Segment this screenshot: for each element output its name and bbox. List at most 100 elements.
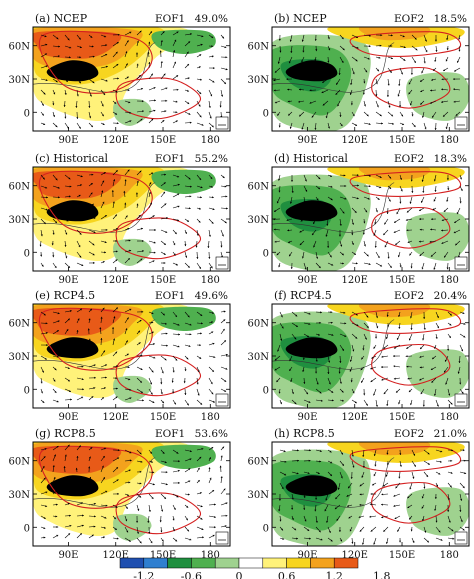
wind-vector-head bbox=[138, 214, 141, 217]
wind-vector-head bbox=[369, 515, 372, 518]
wind-vector-head bbox=[187, 315, 190, 318]
wind-vector-head bbox=[354, 210, 357, 213]
wind-vector-head bbox=[446, 267, 449, 270]
lon-tick-label: 150E bbox=[389, 135, 415, 146]
wind-vector-head bbox=[116, 537, 119, 540]
wind-vector-head bbox=[350, 380, 353, 383]
wind-vector-head bbox=[313, 222, 315, 224]
shading-region bbox=[151, 169, 216, 195]
wind-vector-head bbox=[139, 541, 142, 544]
wind-vector-head bbox=[164, 461, 167, 464]
wind-vector-head bbox=[139, 320, 142, 322]
wind-vector-head bbox=[367, 197, 370, 200]
wind-vector-head bbox=[161, 371, 164, 374]
wind-vector-head bbox=[116, 42, 119, 44]
wind-vector-head bbox=[461, 391, 464, 394]
wind-vector-head bbox=[362, 92, 365, 95]
wind-vector-head bbox=[151, 497, 154, 499]
wind-vector-head bbox=[154, 99, 156, 102]
panel-label: (c) Historical bbox=[35, 152, 109, 165]
wind-vector-head bbox=[117, 457, 120, 460]
wind-vector-head bbox=[137, 532, 139, 534]
wind-vector-head bbox=[415, 48, 418, 51]
wind-vector-head bbox=[128, 239, 131, 242]
wind-vector-head bbox=[88, 466, 91, 469]
wind-vector-head bbox=[46, 344, 48, 347]
wind-vector-head bbox=[129, 249, 132, 252]
wind-vector-head bbox=[79, 67, 82, 70]
wind-vector-head bbox=[381, 503, 383, 506]
colorbar-tick-label: 0 bbox=[236, 570, 243, 579]
wind-vector-head bbox=[389, 176, 392, 179]
wind-vector-head bbox=[402, 35, 405, 38]
lon-tick-label: 150E bbox=[150, 412, 176, 423]
wind-vector-head bbox=[381, 366, 383, 369]
wind-vector-head bbox=[395, 486, 398, 489]
wind-vector-head bbox=[381, 516, 384, 519]
wind-vector-head bbox=[76, 117, 79, 119]
shading-region bbox=[113, 375, 152, 403]
wind-vector-head bbox=[406, 210, 409, 213]
wind-vector-head bbox=[136, 521, 139, 523]
wind-vector-head bbox=[69, 56, 71, 59]
wind-vector-head bbox=[151, 370, 154, 373]
wind-vector-head bbox=[308, 323, 311, 325]
wind-vector-head bbox=[441, 78, 444, 81]
wind-vector-head bbox=[174, 39, 177, 42]
wind-vector-head bbox=[67, 444, 70, 447]
wind-vector-head bbox=[406, 229, 409, 232]
wind-vector-head bbox=[289, 39, 292, 42]
wind-vector-head bbox=[186, 518, 188, 521]
wind-vector-head bbox=[277, 61, 280, 64]
wind-vector-head bbox=[55, 80, 58, 83]
colorbar-swatch bbox=[310, 557, 335, 569]
wind-vector-head bbox=[359, 493, 362, 496]
reference-vector-box bbox=[454, 256, 468, 270]
wind-vector-head bbox=[355, 313, 358, 316]
wind-vector-head bbox=[405, 355, 408, 358]
wind-vector-head bbox=[334, 507, 337, 510]
wind-vector-head bbox=[331, 390, 334, 393]
wind-vector-head bbox=[457, 60, 459, 63]
wind-vector-head bbox=[377, 197, 380, 200]
wind-vector-head bbox=[278, 125, 281, 128]
wind-vector-head bbox=[288, 113, 291, 116]
wind-vector-head bbox=[79, 81, 81, 84]
wind-vector-head bbox=[79, 255, 82, 258]
wind-vector-head bbox=[376, 326, 379, 329]
wind-vector-head bbox=[433, 68, 436, 71]
wind-vector-head bbox=[201, 528, 204, 530]
wind-vector-head bbox=[199, 178, 202, 180]
wind-vector-head bbox=[64, 116, 67, 119]
wind-vector-head bbox=[187, 64, 189, 66]
wind-vector-head bbox=[116, 122, 119, 125]
wind-vector-head bbox=[309, 449, 311, 452]
wind-vector-head bbox=[419, 378, 422, 381]
eof-label: EOF2 bbox=[394, 153, 424, 165]
contour-line bbox=[349, 308, 462, 334]
wind-vector-head bbox=[69, 185, 72, 188]
wind-vector-head bbox=[214, 516, 216, 518]
wind-vector-head bbox=[337, 104, 340, 107]
wind-vector-head bbox=[344, 185, 347, 187]
wind-vector-head bbox=[186, 51, 189, 54]
wind-vector-head bbox=[340, 244, 343, 247]
wind-vector-head bbox=[226, 207, 228, 210]
wind-vector-head bbox=[368, 45, 371, 48]
lon-tick-label: 150E bbox=[150, 550, 176, 561]
wind-vector-head bbox=[379, 114, 382, 117]
eof-percent: 55.2% bbox=[195, 153, 228, 165]
colorbar-swatch bbox=[167, 557, 192, 569]
wind-vector-head bbox=[427, 462, 430, 465]
wind-vector-head bbox=[55, 503, 58, 506]
wind-vector-head bbox=[315, 211, 317, 213]
wind-vector-head bbox=[45, 53, 47, 56]
wind-vector-head bbox=[376, 105, 379, 108]
wind-vector-head bbox=[189, 323, 192, 326]
wind-vector-head bbox=[370, 380, 373, 382]
wind-vector-head bbox=[314, 59, 317, 61]
wind-vector-head bbox=[177, 193, 180, 196]
wind-vector-head bbox=[447, 349, 450, 351]
wind-vector-head bbox=[435, 337, 438, 339]
wind-vector-head bbox=[190, 185, 192, 188]
